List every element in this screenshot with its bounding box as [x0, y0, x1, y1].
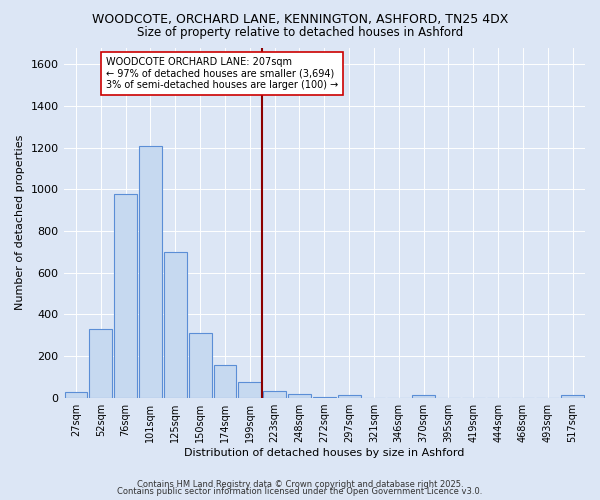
Text: Contains public sector information licensed under the Open Government Licence v3: Contains public sector information licen…: [118, 488, 482, 496]
Y-axis label: Number of detached properties: Number of detached properties: [15, 135, 25, 310]
Bar: [214, 366, 236, 398]
Bar: [65, 392, 88, 398]
Bar: [561, 396, 584, 398]
Text: WOODCOTE ORCHARD LANE: 207sqm
← 97% of detached houses are smaller (3,694)
3% of: WOODCOTE ORCHARD LANE: 207sqm ← 97% of d…: [106, 57, 338, 90]
Text: WOODCOTE, ORCHARD LANE, KENNINGTON, ASHFORD, TN25 4DX: WOODCOTE, ORCHARD LANE, KENNINGTON, ASHF…: [92, 12, 508, 26]
Bar: [288, 394, 311, 398]
Bar: [164, 252, 187, 398]
Bar: [313, 396, 335, 398]
Bar: [188, 333, 212, 398]
Text: Size of property relative to detached houses in Ashford: Size of property relative to detached ho…: [137, 26, 463, 39]
Text: Contains HM Land Registry data © Crown copyright and database right 2025.: Contains HM Land Registry data © Crown c…: [137, 480, 463, 489]
Bar: [114, 194, 137, 398]
Bar: [263, 392, 286, 398]
Bar: [139, 146, 162, 398]
Bar: [412, 396, 435, 398]
Bar: [338, 396, 361, 398]
Bar: [238, 382, 261, 398]
Bar: [89, 329, 112, 398]
X-axis label: Distribution of detached houses by size in Ashford: Distribution of detached houses by size …: [184, 448, 464, 458]
